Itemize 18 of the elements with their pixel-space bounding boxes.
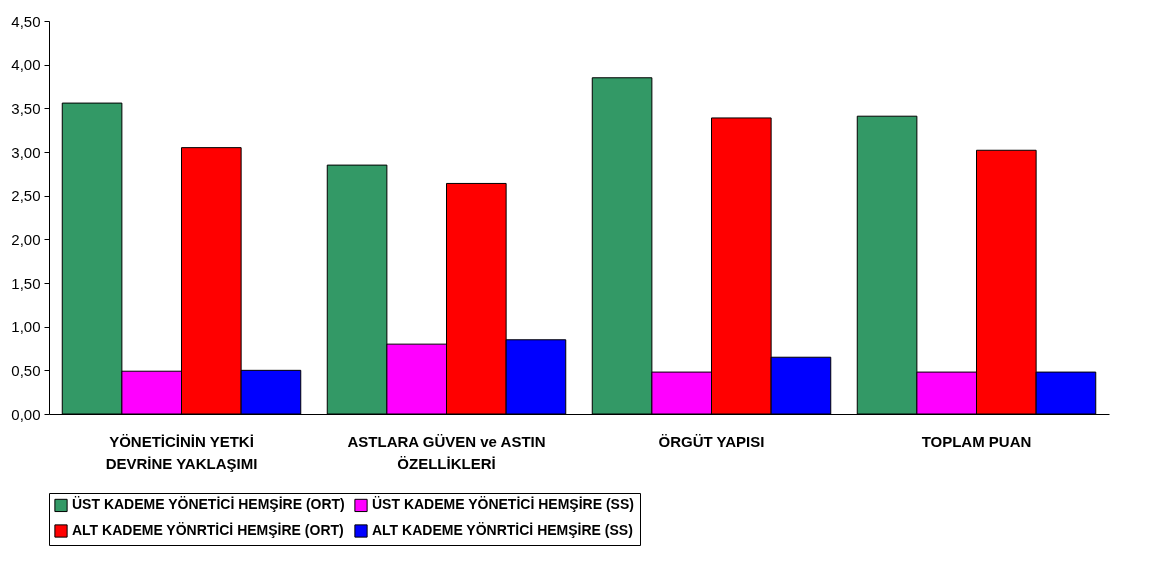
y-tick-label: 4,00 bbox=[11, 56, 41, 74]
legend-label: ALT KADEME YÖNRTİCİ HEMŞİRE (SS) bbox=[372, 522, 633, 538]
y-tick-label: 3,50 bbox=[11, 99, 41, 117]
legend-label: ÜST KADEME YÖNETİCİ HEMŞİRE (ORT) bbox=[72, 496, 345, 513]
y-tick-label: 4,50 bbox=[11, 12, 41, 30]
y-tick-label: 0,50 bbox=[11, 361, 41, 379]
x-tick-label: ÖRGÜT YAPISI bbox=[658, 432, 765, 450]
x-tick-label: ASTLARA GÜVEN ve ASTIN ÖZELLİKLERİ bbox=[347, 432, 546, 472]
y-tick-label: 1,50 bbox=[11, 274, 41, 292]
legend-label: ÜST KADEME YÖNETİCİ HEMŞİRE (SS) bbox=[372, 496, 634, 513]
y-tick-label: 1,00 bbox=[11, 318, 41, 336]
x-tick-label: YÖNETİCİNİN YETKİ DEVRİNE YAKLAŞIMI bbox=[105, 432, 258, 472]
x-tick-label: TOPLAM PUAN bbox=[921, 432, 1032, 450]
y-tick-label: 0,00 bbox=[11, 405, 41, 423]
y-tick-label: 3,00 bbox=[11, 143, 41, 161]
y-tick-label: 2,50 bbox=[11, 187, 41, 205]
y-tick-label: 2,00 bbox=[11, 230, 41, 248]
legend-label: ALT KADEME YÖNRTİCİ HEMŞİRE (ORT) bbox=[72, 522, 344, 538]
